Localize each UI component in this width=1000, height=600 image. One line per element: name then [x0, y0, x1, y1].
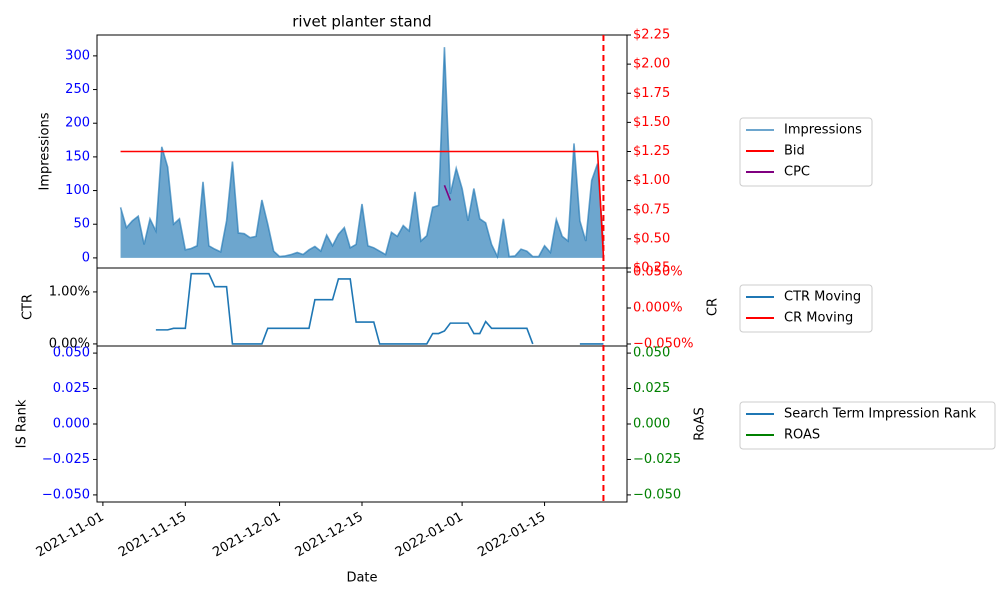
y2-tick-label: 0.000 [633, 417, 670, 432]
y-tick-label: 50 [73, 217, 90, 232]
area-fill [120, 47, 604, 258]
y2-tick-label: −0.050% [633, 336, 693, 351]
series-line [120, 150, 605, 257]
x-axis-label: Date [346, 571, 377, 586]
series-line [119, 47, 605, 260]
y2-tick-label: −0.025 [633, 452, 681, 467]
y-tick-label: 250 [65, 82, 90, 97]
legend-box [739, 117, 873, 187]
x-tick-label: 2022-01-01 [393, 510, 466, 561]
x-tick-label: 2021-11-01 [34, 510, 107, 561]
x-tick-label: 2021-11-15 [116, 510, 189, 561]
legend-box [739, 401, 996, 450]
series-line [443, 184, 452, 201]
y-tick-label: −0.050 [42, 487, 90, 502]
legend-label: CPC [784, 165, 810, 180]
y2-tick-label: $1.00 [633, 173, 670, 188]
legend-label: Impressions [784, 123, 862, 138]
y-tick-label: 0.050 [53, 346, 90, 361]
y2-axis-label: RoAS [693, 407, 708, 441]
series-line [155, 272, 534, 345]
y2-tick-label: 0.050 [633, 346, 670, 361]
legend-label: CTR Moving [784, 290, 861, 305]
y-axis-label: Impressions [38, 112, 53, 190]
y2-tick-label: $0.75 [633, 202, 670, 217]
y2-tick-label: 0.050% [633, 265, 683, 280]
y-tick-label: −0.025 [42, 452, 90, 467]
y-axis-label: CTR [21, 294, 36, 320]
y-tick-label: 0.00% [49, 336, 90, 351]
y-tick-label: 150 [65, 149, 90, 164]
y-tick-label: 300 [65, 48, 90, 63]
y2-tick-label: $1.25 [633, 144, 670, 159]
y2-tick-label: −0.050 [633, 487, 681, 502]
legend-label: CR Moving [784, 311, 853, 326]
y-tick-label: 0.025 [53, 381, 90, 396]
x-tick-label: 2021-12-15 [293, 510, 366, 561]
plot-frame [96, 345, 628, 503]
legend-label: ROAS [784, 428, 820, 443]
chart-title: rivet planter stand [292, 13, 431, 31]
y2-tick-label: $1.50 [633, 115, 670, 130]
y-tick-label: 100 [65, 183, 90, 198]
y-tick-label: 0 [82, 250, 90, 265]
y2-tick-label: $2.00 [633, 57, 670, 72]
y-axis-label: IS Rank [15, 399, 30, 448]
legend-label: Bid [784, 144, 805, 159]
y-tick-label: 1.00% [49, 284, 90, 299]
y2-axis-label: CR [706, 298, 721, 316]
y2-tick-label: 0.025 [633, 381, 670, 396]
x-tick-label: 2022-01-15 [475, 510, 548, 561]
x-tick-label: 2021-12-01 [210, 510, 283, 561]
legend-label: Search Term Impression Rank [784, 407, 977, 422]
plot-frame [96, 267, 628, 347]
y-tick-label: 200 [65, 116, 90, 131]
y2-tick-label: $2.25 [633, 28, 670, 43]
y2-tick-label: $1.75 [633, 86, 670, 101]
y-tick-label: 0.000 [53, 417, 90, 432]
y2-tick-label: $0.50 [633, 231, 670, 246]
y2-tick-label: $0.25 [633, 261, 670, 276]
y2-tick-label: 0.000% [633, 301, 683, 316]
